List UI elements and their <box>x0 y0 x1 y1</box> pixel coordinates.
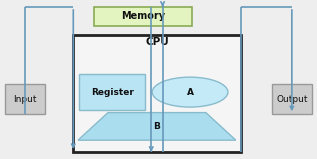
Text: CPU: CPU <box>145 38 169 47</box>
Text: Register: Register <box>91 88 133 97</box>
Text: Memory: Memory <box>121 11 165 21</box>
Text: B: B <box>153 122 160 131</box>
Polygon shape <box>78 113 236 140</box>
Text: Output: Output <box>276 95 307 104</box>
FancyBboxPatch shape <box>272 84 312 114</box>
Text: Input: Input <box>13 95 37 104</box>
Text: A: A <box>187 88 194 97</box>
FancyBboxPatch shape <box>79 74 145 110</box>
FancyBboxPatch shape <box>5 84 45 114</box>
Ellipse shape <box>152 77 228 107</box>
FancyBboxPatch shape <box>73 35 241 152</box>
FancyBboxPatch shape <box>94 7 192 26</box>
